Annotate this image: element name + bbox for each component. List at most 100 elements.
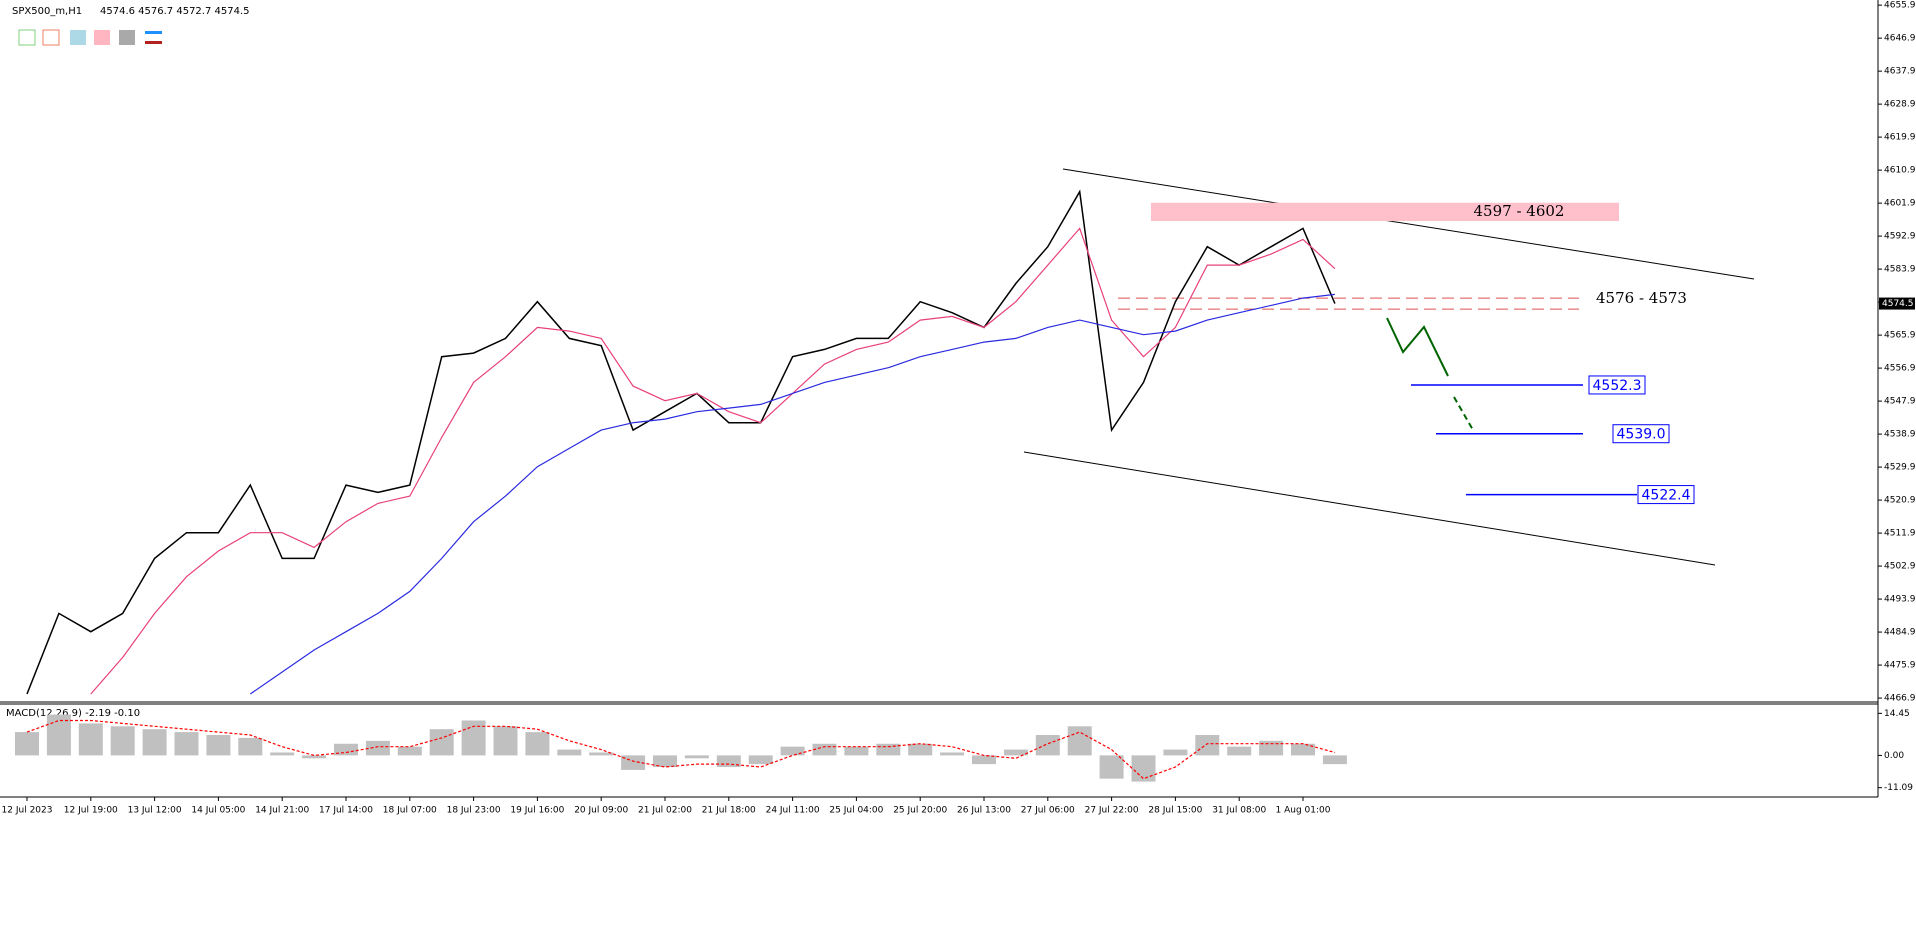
macd-bar — [1067, 726, 1092, 756]
y-tick-label: 4619.9 — [1884, 133, 1916, 143]
x-tick-label: 25 Jul 20:00 — [893, 806, 947, 816]
macd-bar — [876, 743, 901, 756]
x-tick-label: 12 Jul 19:00 — [64, 806, 118, 816]
macd-bar — [557, 749, 582, 756]
x-tick-label: 20 Jul 09:00 — [574, 806, 628, 816]
price-line — [26, 189, 1336, 695]
macd-bar — [589, 752, 614, 756]
last-price-box — [1879, 297, 1915, 310]
price-line — [90, 227, 1336, 695]
macd-bar — [1131, 755, 1156, 782]
signal-line — [26, 719, 1336, 780]
macd-bar — [1322, 755, 1347, 765]
x-tick-label: 26 Jul 13:00 — [957, 806, 1011, 816]
macd-bar — [1227, 746, 1252, 756]
y-tick-label: 4529.9 — [1884, 463, 1916, 473]
trend-line — [1062, 168, 1755, 280]
macd-bar — [684, 755, 709, 759]
y-tick-label: 4502.9 — [1884, 562, 1916, 572]
macd-bar — [206, 735, 231, 756]
y-tick-label: 4556.9 — [1884, 364, 1916, 374]
icon — [94, 30, 110, 45]
y-tick-label: 4565.9 — [1884, 331, 1916, 341]
y-tick-label: 4646.9 — [1884, 34, 1916, 44]
x-tick-label: 24 Jul 11:00 — [766, 806, 820, 816]
y-tick-label: 4610.9 — [1884, 166, 1916, 176]
symbol-title: SPX500_m,H1 — [12, 6, 82, 17]
icon — [145, 41, 162, 44]
y-tick-label: -11.09 — [1884, 783, 1913, 793]
macd-bar — [716, 755, 741, 768]
x-tick-label: 21 Jul 02:00 — [638, 806, 692, 816]
macd-bar — [15, 732, 39, 756]
macd-bar — [525, 732, 550, 756]
x-tick-label: 14 Jul 05:00 — [191, 806, 245, 816]
target-label: 4552.3 — [1593, 378, 1642, 394]
projection-arrow — [1386, 317, 1449, 377]
y-tick-label: 4601.9 — [1884, 199, 1916, 209]
macd-bar — [238, 737, 263, 756]
trend-line — [1023, 451, 1716, 566]
target-label: 4522.4 — [1642, 488, 1691, 504]
macd-bar — [1195, 735, 1220, 756]
x-tick-label: 31 Jul 08:00 — [1212, 806, 1266, 816]
target-label: 4539.0 — [1617, 427, 1666, 443]
macd-bar — [844, 746, 869, 756]
macd-bar — [174, 732, 199, 756]
x-tick-label: 28 Jul 15:00 — [1148, 806, 1202, 816]
target-box — [1612, 424, 1670, 444]
target-box — [1637, 485, 1695, 505]
y-tick-label: 4655.9 — [1884, 1, 1916, 11]
macd-bar — [1163, 749, 1188, 756]
icon — [18, 29, 36, 46]
y-tick-label: 14.45 — [1884, 709, 1910, 719]
x-tick-label: 21 Jul 18:00 — [702, 806, 756, 816]
y-tick-label: 4583.9 — [1884, 265, 1916, 275]
last-price-label: 4574.5 — [1882, 299, 1914, 309]
y-tick-label: 4475.9 — [1884, 661, 1916, 671]
macd-bar — [940, 752, 965, 756]
macd-bar — [653, 755, 677, 768]
y-tick-label: 4493.9 — [1884, 595, 1916, 605]
macd-bar — [397, 746, 422, 756]
macd-bar — [334, 743, 358, 756]
y-tick-label: 4511.9 — [1884, 529, 1916, 539]
y-tick-label: 4538.9 — [1884, 430, 1916, 440]
y-tick-label: 4484.9 — [1884, 628, 1916, 638]
macd-bar — [1035, 735, 1060, 756]
x-tick-label: 18 Jul 07:00 — [383, 806, 437, 816]
macd-bar — [302, 755, 327, 759]
macd-bar — [972, 755, 996, 765]
target-box — [1588, 375, 1646, 395]
x-tick-label: 18 Jul 23:00 — [447, 806, 501, 816]
macd-bar — [493, 726, 518, 756]
zone-label: 4597 - 4602 — [1474, 202, 1565, 220]
x-tick-label: 27 Jul 22:00 — [1085, 806, 1139, 816]
macd-bar — [1003, 749, 1028, 756]
x-tick-label: 19 Jul 16:00 — [510, 806, 564, 816]
macd-bar — [110, 726, 135, 756]
resistance-zone — [1151, 202, 1619, 222]
macd-bar — [270, 752, 295, 756]
y-tick-label: 4547.9 — [1884, 397, 1916, 407]
x-tick-label: 27 Jul 06:00 — [1021, 806, 1075, 816]
macd-bar — [621, 755, 646, 770]
y-tick-label: 4628.9 — [1884, 100, 1916, 110]
x-tick-label: 14 Jul 21:00 — [255, 806, 309, 816]
macd-bar — [780, 746, 805, 756]
macd-bar — [142, 729, 167, 756]
macd-title: MACD(12,26,9) -2.19 -0.10 — [6, 708, 140, 719]
icon — [42, 29, 60, 46]
x-tick-label: 13 Jul 12:00 — [128, 806, 182, 816]
y-tick-label: 4592.9 — [1884, 232, 1916, 242]
macd-bar — [78, 723, 103, 756]
macd-bar — [1259, 740, 1284, 756]
projection-arrow — [1453, 396, 1474, 431]
macd-bar — [46, 714, 71, 756]
macd-bar — [1291, 743, 1315, 756]
toolbar-icons — [18, 29, 162, 46]
price-line — [249, 293, 1335, 695]
x-tick-label: 25 Jul 04:00 — [829, 806, 883, 816]
x-tick-label: 17 Jul 14:00 — [319, 806, 373, 816]
